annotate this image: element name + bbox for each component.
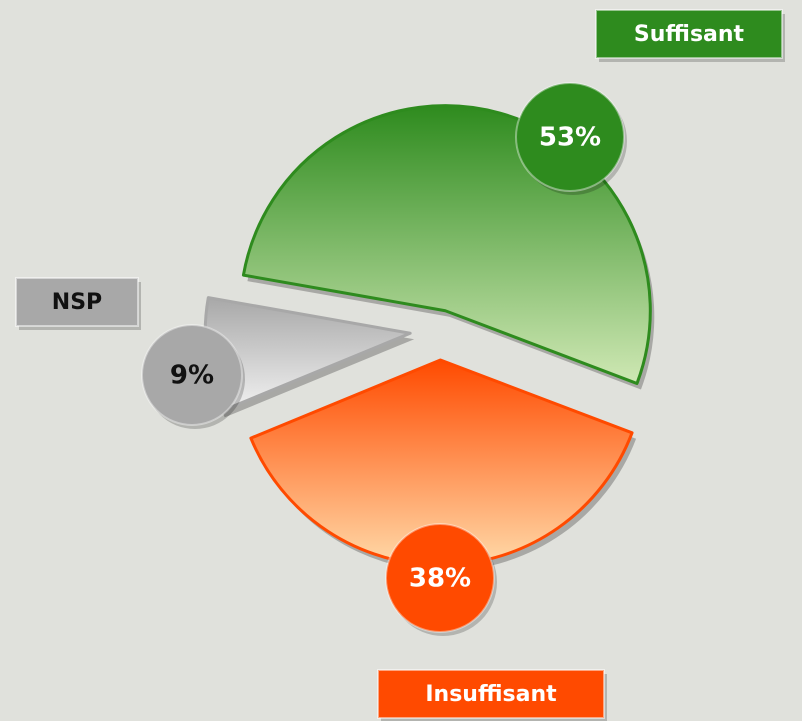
- label-bubble: [515, 82, 625, 192]
- legend-box: [377, 669, 605, 719]
- value-label: 38%: [409, 564, 471, 594]
- legend-box: [595, 9, 783, 59]
- legend-label: NSP: [52, 290, 102, 315]
- label-bubble: [385, 523, 495, 633]
- value-label: 53%: [539, 123, 601, 153]
- legend-label: Insuffisant: [425, 682, 557, 707]
- value-label: 9%: [170, 361, 214, 391]
- legend-box: [15, 277, 139, 327]
- legend-label: Suffisant: [634, 22, 745, 47]
- label-bubble: [141, 324, 243, 426]
